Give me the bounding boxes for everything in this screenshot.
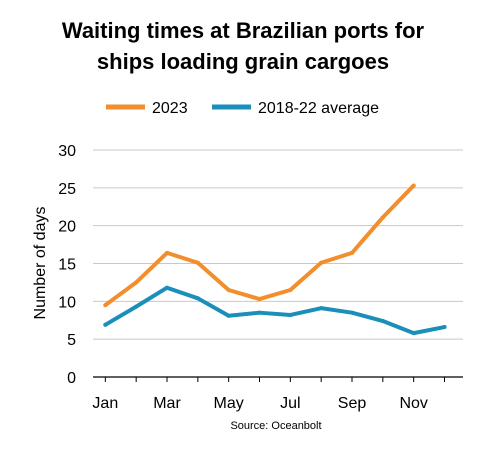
data-point-2023 [165,250,169,255]
y-axis-title: Number of days [32,207,49,320]
x-tick-label: Jan [92,395,118,412]
data-point-2023 [226,287,231,292]
data-point-2023 [319,260,324,265]
data-point-2023 [350,250,354,255]
data-point-2018-22-average [103,322,108,327]
data-point-2023 [380,215,385,220]
legend: 2023 2018-22 average [106,100,379,117]
data-point-2018-22-average [195,296,200,301]
data-point-2018-22-average [134,304,139,309]
data-point-2023 [103,303,108,308]
y-tick-label: 0 [67,370,76,387]
x-axis-ticks: Jan Mar May Jul Sep Nov [92,377,445,412]
y-tick-label: 20 [58,219,76,236]
x-tick-label: Mar [153,395,181,412]
legend-label-2023: 2023 [152,100,188,117]
data-point-2023 [257,297,262,302]
series-line-2018-22-average [103,285,447,336]
y-tick-label: 5 [67,332,76,349]
y-tick-label: 10 [58,294,76,311]
gridlines [93,149,463,340]
data-point-2018-22-average [257,310,262,315]
data-point-2018-22-average [165,285,169,290]
y-tick-label: 25 [58,181,76,198]
legend-label-2018-22-average: 2018-22 average [258,100,379,117]
data-point-2018-22-average [442,325,447,330]
data-point-2023 [411,183,416,188]
data-point-2023 [195,260,200,265]
data-point-2023 [288,287,293,292]
series-line-2023 [103,183,416,308]
series-lines [103,183,447,336]
data-point-2018-22-average [319,306,324,311]
x-tick-label: Nov [399,395,427,412]
x-tick-label: Jul [280,395,300,412]
data-point-2023 [134,280,139,285]
x-tick-label: May [214,395,244,412]
chart-title-line-2: ships loading grain cargoes [97,49,389,74]
data-point-2018-22-average [411,331,416,336]
data-point-2018-22-average [288,312,293,317]
data-point-2018-22-average [350,310,354,315]
data-point-2018-22-average [226,313,231,318]
x-tick-label: Sep [338,395,367,412]
y-tick-label: 30 [58,143,76,160]
source-note: Source: Oceanbolt [230,420,321,432]
data-point-2018-22-average [380,319,385,324]
chart-title-line-1: Waiting times at Brazilian ports for [62,18,425,43]
y-tick-label: 15 [58,257,76,274]
y-axis-ticks: 0 5 10 15 20 25 30 [58,143,76,387]
